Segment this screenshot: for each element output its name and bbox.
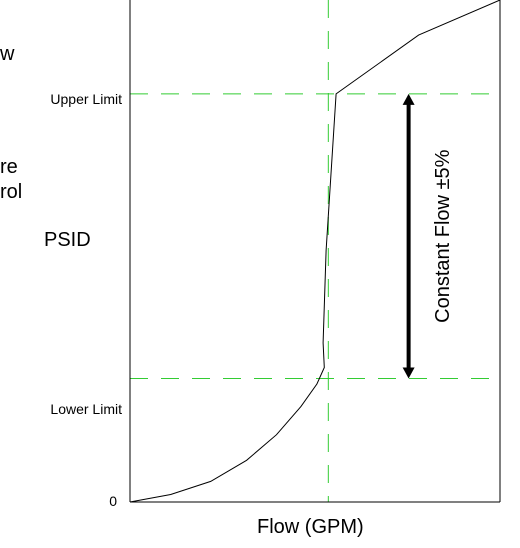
side-text-line-3: rol <box>0 181 23 203</box>
pressure-flow-curve <box>129 0 501 503</box>
reference-lines <box>130 0 500 502</box>
y-tick-label-upper-limit: Upper Limit <box>50 91 122 107</box>
y-tick-label-lower-limit: Lower Limit <box>50 401 122 417</box>
side-text-line-2: re <box>0 156 18 178</box>
x-axis-title: Flow (GPM) <box>257 516 364 538</box>
side-text-line-1: w <box>0 43 15 65</box>
arrow-head-top <box>402 93 415 105</box>
constant-flow-arrow <box>402 93 415 379</box>
constant-flow-label: Constant Flow ±5% <box>432 149 454 322</box>
arrow-head-bottom <box>402 367 415 379</box>
y-axis-title: PSID <box>44 229 91 251</box>
y-tick-label-zero: 0 <box>109 493 117 509</box>
